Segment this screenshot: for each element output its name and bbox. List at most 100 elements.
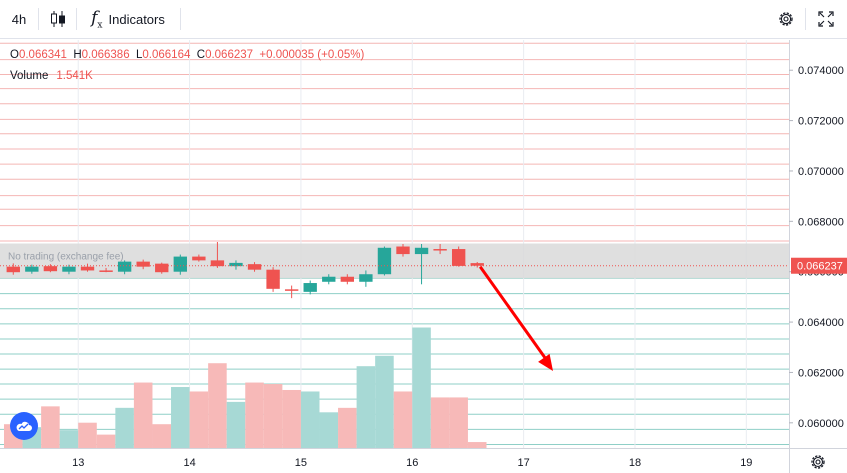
candle-body: [229, 262, 243, 267]
candle-body: [99, 270, 113, 272]
candle-body: [470, 263, 484, 266]
function-glyph: f: [91, 7, 98, 28]
no-trading-label: No trading (exchange fee): [8, 251, 124, 262]
low-key: L: [135, 49, 143, 61]
high-value: 0.066386: [81, 49, 130, 61]
volume-bar: [96, 434, 116, 448]
volume-bar: [208, 363, 227, 448]
candles: [6, 241, 484, 299]
candles-icon-glyph: [51, 11, 65, 27]
time-tick-label: 17: [517, 457, 529, 469]
candle-body: [155, 263, 169, 273]
ohlc-legend: O0.066341 H0.066386 L0.066164 C0.066237 …: [10, 49, 364, 61]
volume-bar: [356, 366, 376, 448]
toolbar-divider: [805, 8, 806, 30]
time-tick-label: 15: [295, 457, 307, 469]
interval-button[interactable]: 4h: [11, 11, 27, 27]
price-chart[interactable]: No trading (exchange fee) 0.074000 0.0720…: [0, 40, 847, 473]
candle-body: [173, 256, 187, 272]
last-price-tag: 0.066237: [791, 257, 847, 274]
gear-icon-glyph: [779, 12, 793, 26]
axis-settings-gear-icon[interactable]: [808, 452, 828, 472]
volume-bar: [41, 406, 60, 448]
candle-body: [80, 266, 95, 271]
toolbar-divider: [180, 8, 181, 30]
fullscreen-icon[interactable]: [811, 4, 841, 34]
cloud-icon: [16, 421, 32, 431]
volume-legend: Volume 1.541K: [10, 70, 93, 82]
candle-body: [414, 247, 429, 255]
low-value: 0.066164: [142, 49, 191, 61]
top-toolbar: 4h fx Indicators: [0, 0, 847, 39]
price-tick-label: 0.062000: [798, 367, 844, 379]
price-tick-label: 0.072000: [798, 116, 844, 128]
price-tick-label: 0.068000: [798, 216, 844, 228]
candle-body: [284, 289, 299, 291]
gear-icon[interactable]: [771, 4, 801, 34]
price-axis[interactable]: 0.0740000.0720000.0700000.0680000.066000…: [789, 65, 844, 430]
candle-body: [359, 274, 373, 282]
indicators-label: Indicators: [108, 11, 165, 27]
candle-body: [247, 264, 262, 270]
time-tick-label: 19: [740, 457, 752, 469]
volume-bar: [375, 355, 394, 448]
function-icon: fx: [91, 7, 103, 31]
candle-body: [377, 247, 392, 275]
volume-bar: [245, 382, 264, 448]
time-tick-label: 14: [183, 457, 195, 469]
time-tick-label: 16: [406, 457, 418, 469]
volume-bar: [319, 412, 339, 448]
volume-bar: [133, 382, 153, 448]
candle-body: [136, 261, 150, 267]
volume-name: Volume: [10, 70, 49, 82]
open-key: O: [10, 49, 19, 61]
candle-body: [303, 283, 317, 292]
close-value: 0.066237: [205, 49, 254, 61]
price-tick-label: 0.070000: [798, 166, 844, 178]
volume-bar: [300, 391, 320, 448]
volume-bar: [171, 387, 190, 448]
volume-bar: [226, 401, 246, 448]
indicators-button[interactable]: fx Indicators: [80, 4, 176, 34]
arrow-annotation[interactable]: [479, 265, 550, 363]
volume-bar: [78, 422, 97, 448]
candle-body: [25, 266, 39, 272]
volume-bar: [412, 327, 431, 448]
price-tick-label: 0.074000: [798, 65, 844, 77]
volume-bar: [393, 391, 413, 448]
price-tick-label: 0.064000: [798, 317, 844, 329]
volume-bar: [189, 391, 209, 448]
volume-bar: [430, 397, 450, 448]
time-axis[interactable]: 13 14 15 16 17 18 19: [72, 457, 752, 469]
price-tick-label: 0.060000: [798, 418, 844, 430]
toolbar-divider: [76, 8, 77, 30]
candle-body: [451, 249, 466, 266]
volume-bar: [152, 424, 172, 448]
candle-body: [192, 256, 206, 261]
time-tick-label: 18: [629, 457, 641, 469]
arrow-head: [538, 353, 553, 371]
candle-body: [43, 266, 58, 272]
volume-bar: [263, 384, 283, 448]
volume-bar: [467, 442, 487, 448]
open-value: 0.066341: [18, 49, 67, 61]
volume-bar: [59, 430, 79, 448]
candle-body: [6, 266, 20, 273]
candle-body: [433, 249, 447, 251]
volume-bar: [282, 389, 301, 448]
candle-body: [396, 246, 410, 255]
candle-body: [62, 266, 76, 272]
tradingview-logo-icon[interactable]: [10, 412, 38, 440]
volume-bar: [449, 397, 468, 448]
close-key: C: [196, 49, 206, 61]
volume-bars: [4, 327, 487, 448]
candle-body: [117, 261, 132, 272]
toolbar-divider: [38, 8, 39, 30]
candles-icon[interactable]: [44, 4, 72, 34]
volume-bar: [115, 407, 134, 448]
candle-body: [340, 276, 355, 282]
volume-value: 1.541K: [56, 70, 93, 82]
high-key: H: [73, 49, 82, 61]
no-trading-band: [0, 243, 789, 279]
time-tick-label: 13: [72, 457, 84, 469]
